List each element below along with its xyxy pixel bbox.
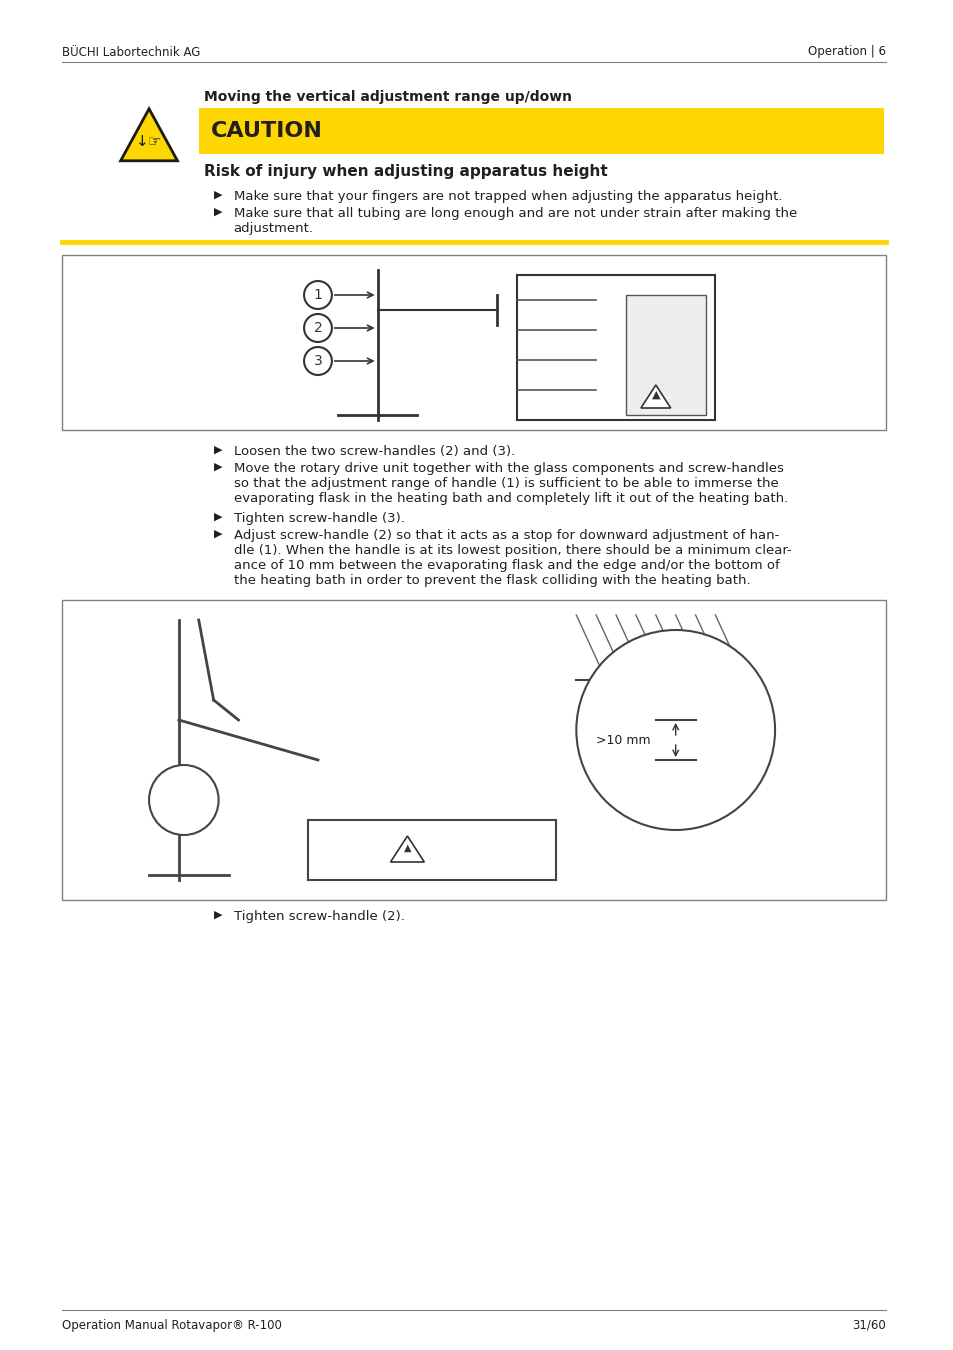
Polygon shape: [390, 836, 424, 863]
Circle shape: [149, 765, 218, 836]
Text: so that the adjustment range of handle (1) is sufficient to be able to immerse t: so that the adjustment range of handle (…: [233, 477, 778, 490]
Text: 1: 1: [314, 288, 322, 302]
FancyBboxPatch shape: [62, 599, 885, 900]
FancyBboxPatch shape: [62, 255, 885, 431]
Text: dle (1). When the handle is at its lowest position, there should be a minimum cl: dle (1). When the handle is at its lowes…: [233, 544, 790, 558]
Text: ▶: ▶: [213, 190, 222, 200]
Text: BÜCHI Labortechnik AG: BÜCHI Labortechnik AG: [62, 46, 200, 58]
Text: Adjust screw-handle (2) so that it acts as a stop for downward adjustment of han: Adjust screw-handle (2) so that it acts …: [233, 529, 778, 541]
Text: 2: 2: [314, 321, 322, 335]
Polygon shape: [120, 109, 177, 161]
Text: 31/60: 31/60: [852, 1319, 885, 1331]
Text: >10 mm: >10 mm: [596, 733, 650, 747]
Text: Tighten screw-handle (2).: Tighten screw-handle (2).: [233, 910, 404, 923]
Text: Moving the vertical adjustment range up/down: Moving the vertical adjustment range up/…: [204, 90, 571, 104]
Text: ▶: ▶: [213, 446, 222, 455]
FancyBboxPatch shape: [198, 108, 883, 154]
Text: ▶: ▶: [213, 910, 222, 919]
Text: the heating bath in order to prevent the flask colliding with the heating bath.: the heating bath in order to prevent the…: [233, 574, 749, 587]
Text: Make sure that your fingers are not trapped when adjusting the apparatus height.: Make sure that your fingers are not trap…: [233, 190, 781, 202]
Text: ▶: ▶: [213, 529, 222, 539]
Text: ▲: ▲: [403, 842, 411, 853]
Text: evaporating flask in the heating bath and completely lift it out of the heating : evaporating flask in the heating bath an…: [233, 491, 787, 505]
Circle shape: [304, 347, 332, 375]
Text: Risk of injury when adjusting apparatus height: Risk of injury when adjusting apparatus …: [204, 163, 607, 180]
Text: CAUTION: CAUTION: [211, 122, 322, 140]
Text: Operation Manual Rotavapor® R-100: Operation Manual Rotavapor® R-100: [62, 1319, 281, 1331]
Text: ▶: ▶: [213, 462, 222, 472]
Text: ▶: ▶: [213, 207, 222, 217]
Circle shape: [576, 630, 774, 830]
Polygon shape: [640, 385, 670, 408]
Text: 3: 3: [314, 354, 322, 369]
Text: Tighten screw-handle (3).: Tighten screw-handle (3).: [233, 512, 404, 525]
Text: Move the rotary drive unit together with the glass components and screw-handles: Move the rotary drive unit together with…: [233, 462, 782, 475]
Text: ance of 10 mm between the evaporating flask and the edge and/or the bottom of: ance of 10 mm between the evaporating fl…: [233, 559, 779, 572]
Text: ▲: ▲: [651, 390, 659, 400]
Text: Make sure that all tubing are long enough and are not under strain after making : Make sure that all tubing are long enoug…: [233, 207, 796, 220]
FancyBboxPatch shape: [625, 296, 705, 414]
Circle shape: [304, 315, 332, 342]
Circle shape: [304, 281, 332, 309]
Text: Loosen the two screw-handles (2) and (3).: Loosen the two screw-handles (2) and (3)…: [233, 446, 515, 458]
Text: adjustment.: adjustment.: [233, 221, 314, 235]
Text: ↓☞: ↓☞: [135, 135, 162, 150]
Text: ▶: ▶: [213, 512, 222, 522]
Text: Operation | 6: Operation | 6: [807, 46, 885, 58]
